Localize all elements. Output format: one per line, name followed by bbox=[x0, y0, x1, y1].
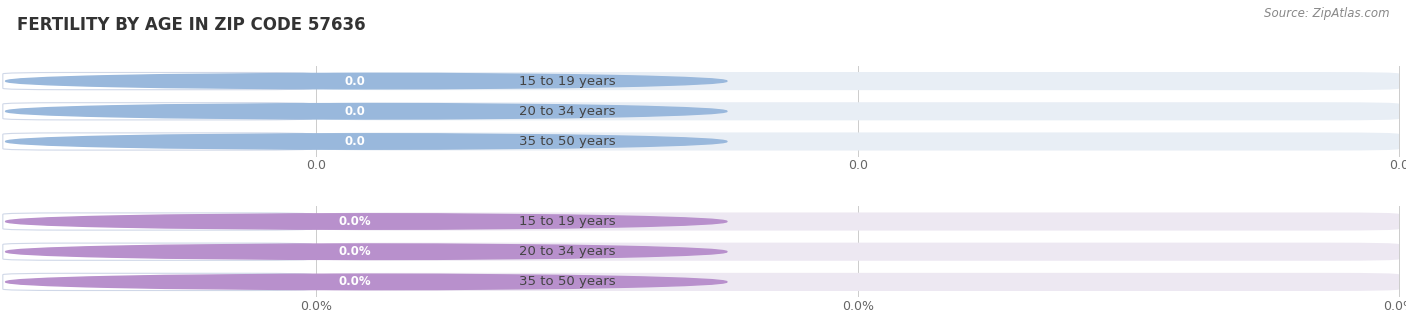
FancyBboxPatch shape bbox=[323, 102, 1399, 120]
Circle shape bbox=[6, 104, 727, 119]
Text: 0.0: 0.0 bbox=[344, 105, 366, 118]
Text: 20 to 34 years: 20 to 34 years bbox=[519, 105, 616, 118]
FancyBboxPatch shape bbox=[323, 273, 1399, 291]
Circle shape bbox=[6, 274, 727, 290]
Text: Source: ZipAtlas.com: Source: ZipAtlas.com bbox=[1264, 7, 1389, 19]
Circle shape bbox=[6, 73, 727, 89]
Text: FERTILITY BY AGE IN ZIP CODE 57636: FERTILITY BY AGE IN ZIP CODE 57636 bbox=[17, 16, 366, 35]
FancyBboxPatch shape bbox=[316, 104, 394, 118]
FancyBboxPatch shape bbox=[3, 213, 312, 230]
Text: 0.0%: 0.0% bbox=[339, 245, 371, 258]
Circle shape bbox=[6, 244, 727, 259]
FancyBboxPatch shape bbox=[3, 103, 312, 120]
Text: 15 to 19 years: 15 to 19 years bbox=[519, 215, 616, 228]
FancyBboxPatch shape bbox=[3, 273, 312, 290]
Circle shape bbox=[6, 214, 727, 229]
FancyBboxPatch shape bbox=[316, 245, 394, 259]
FancyBboxPatch shape bbox=[316, 214, 394, 228]
FancyBboxPatch shape bbox=[3, 73, 312, 90]
Text: 0.0: 0.0 bbox=[344, 135, 366, 148]
FancyBboxPatch shape bbox=[316, 135, 394, 148]
FancyBboxPatch shape bbox=[323, 72, 1399, 90]
Text: 0.0%: 0.0% bbox=[339, 215, 371, 228]
Text: 35 to 50 years: 35 to 50 years bbox=[519, 135, 616, 148]
Circle shape bbox=[6, 134, 727, 149]
Text: 0.0: 0.0 bbox=[344, 75, 366, 87]
FancyBboxPatch shape bbox=[323, 213, 1399, 231]
FancyBboxPatch shape bbox=[3, 243, 312, 260]
Text: 15 to 19 years: 15 to 19 years bbox=[519, 75, 616, 87]
FancyBboxPatch shape bbox=[3, 133, 312, 150]
FancyBboxPatch shape bbox=[316, 74, 394, 88]
FancyBboxPatch shape bbox=[316, 275, 394, 289]
FancyBboxPatch shape bbox=[323, 243, 1399, 261]
FancyBboxPatch shape bbox=[323, 132, 1399, 150]
Text: 20 to 34 years: 20 to 34 years bbox=[519, 245, 616, 258]
Text: 35 to 50 years: 35 to 50 years bbox=[519, 276, 616, 288]
Text: 0.0%: 0.0% bbox=[339, 276, 371, 288]
